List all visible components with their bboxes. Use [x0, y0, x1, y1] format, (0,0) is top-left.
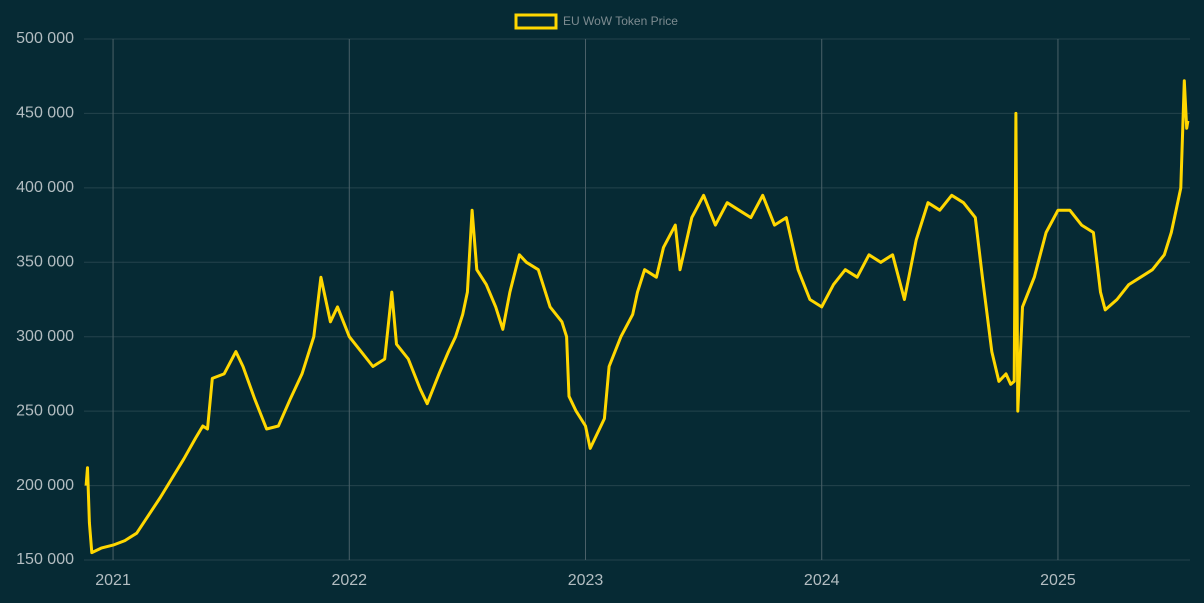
y-tick-label: 300 000 [16, 328, 74, 345]
y-tick-label: 400 000 [16, 179, 74, 196]
y-tick-label: 350 000 [16, 254, 74, 271]
y-tick-label: 450 000 [16, 105, 74, 122]
y-tick-label: 250 000 [16, 402, 74, 419]
x-tick-label: 2023 [568, 572, 604, 589]
y-tick-label: 150 000 [16, 551, 74, 568]
x-tick-label: 2022 [331, 572, 367, 589]
y-tick-label: 500 000 [16, 30, 74, 47]
legend-swatch [514, 13, 558, 30]
price-line [84, 79, 1190, 555]
x-tick-label: 2025 [1040, 572, 1076, 589]
x-tick-label: 2024 [804, 572, 840, 589]
x-tick-label: 2021 [95, 572, 131, 589]
legend-label: EU WoW Token Price [563, 14, 678, 28]
y-tick-label: 200 000 [16, 477, 74, 494]
